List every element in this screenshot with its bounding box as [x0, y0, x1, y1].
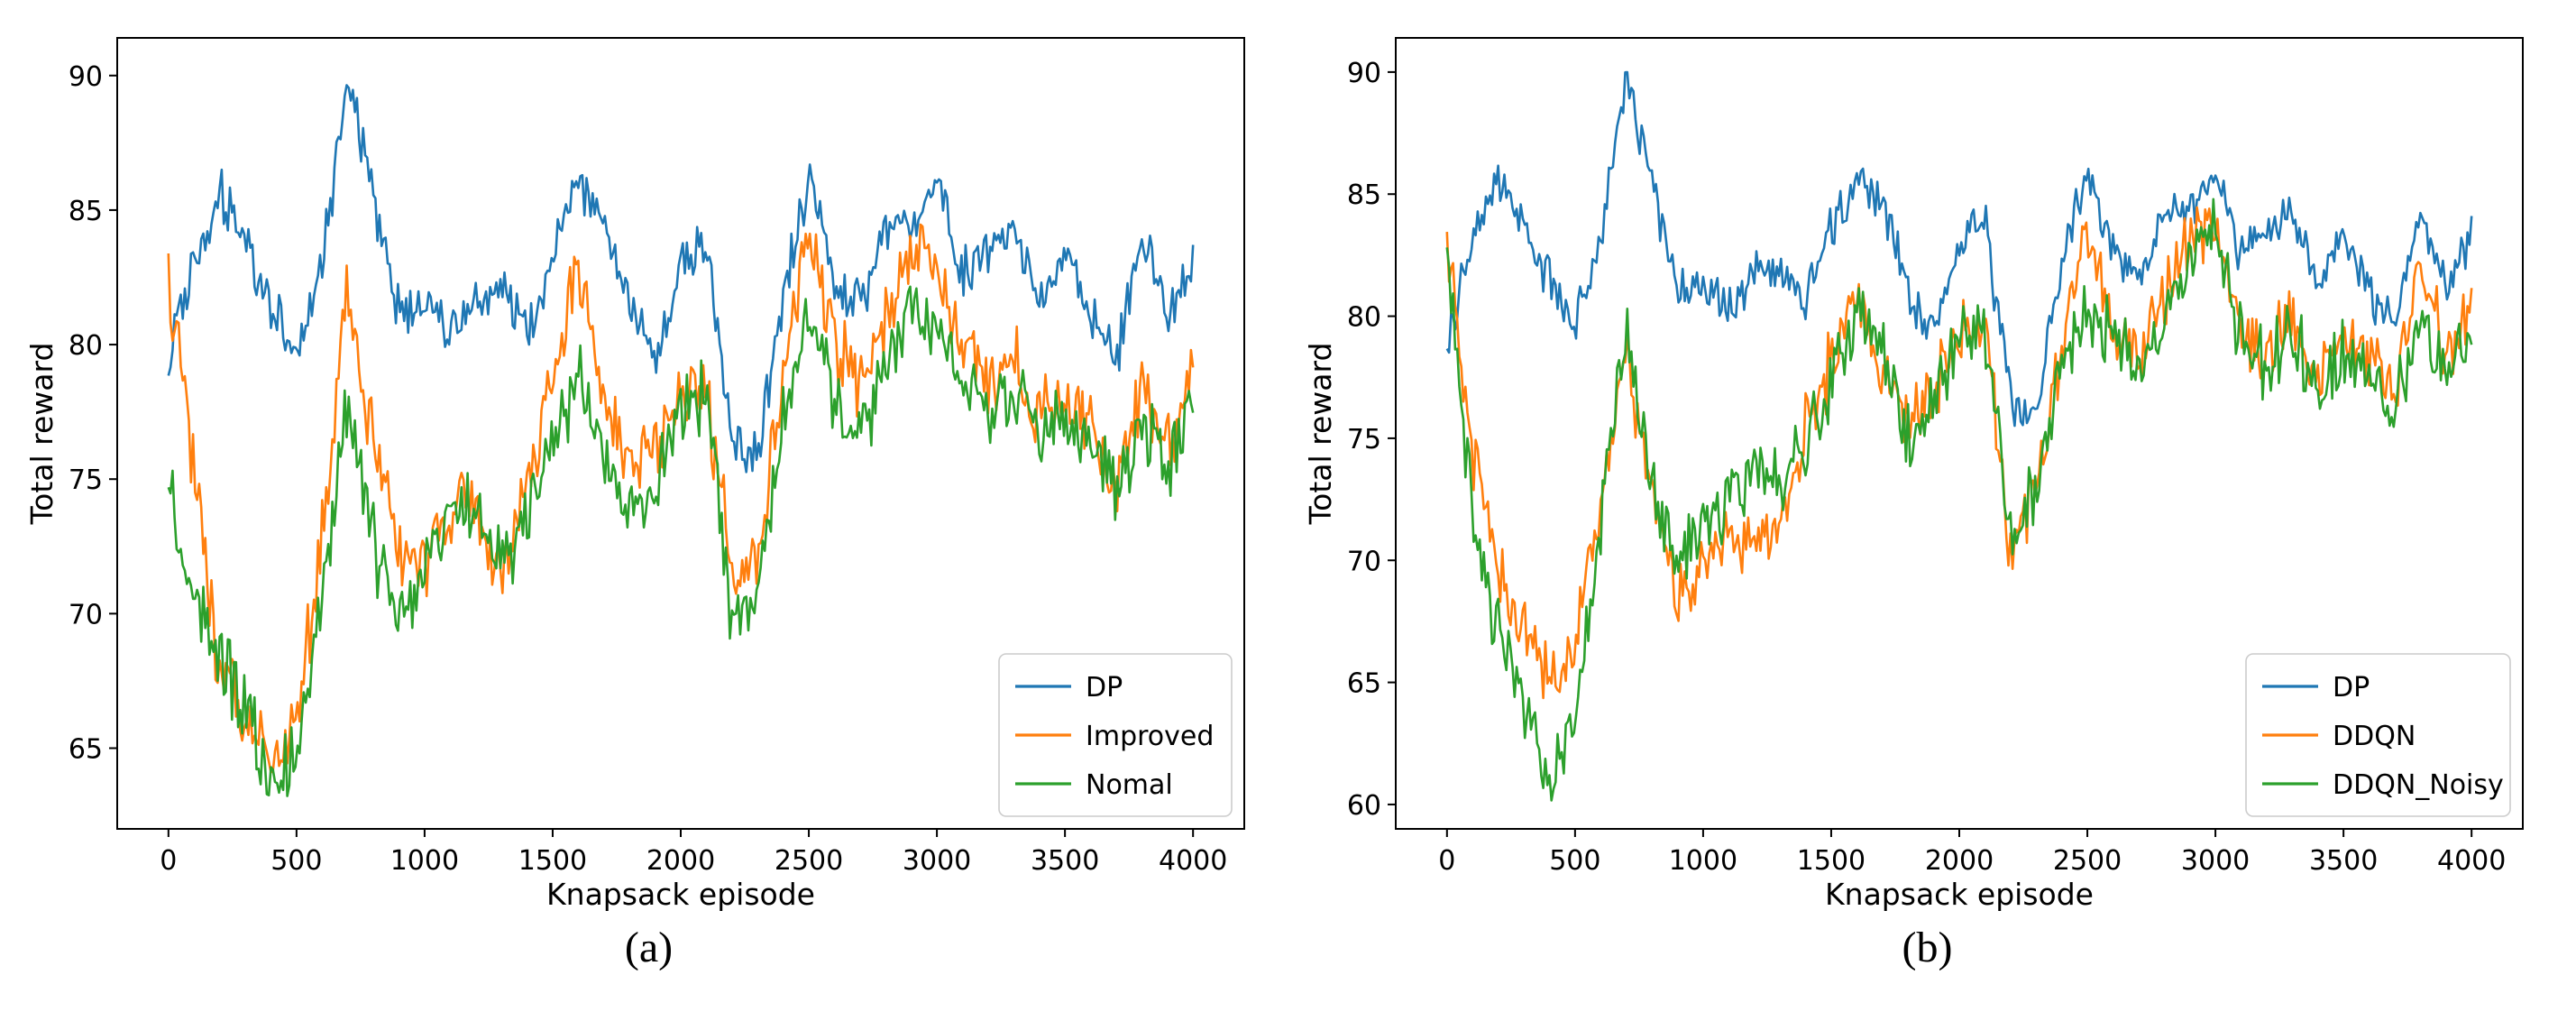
x-tick-label: 1500	[1796, 845, 1865, 877]
panel-a-caption: (a)	[624, 924, 674, 971]
x-tick-label: 3500	[1030, 845, 1098, 877]
x-tick-label: 2500	[774, 845, 842, 877]
x-tick-label: 2500	[2052, 845, 2121, 877]
y-axis-label: Total reward	[27, 343, 60, 526]
y-tick-label: 65	[68, 734, 102, 766]
legend-label-DDQN_Noisy: DDQN_Noisy	[2333, 769, 2504, 801]
series-line-DP	[1445, 70, 2472, 428]
y-tick-label: 80	[68, 330, 102, 362]
y-tick-label: 80	[1346, 302, 1380, 334]
x-tick-label: 4000	[1159, 845, 1227, 877]
line-chart-panel-a: 0 500 1000 1500 2000 2500 3000 3500 4000 65 70 75 80…	[27, 37, 1245, 912]
panel-b: 0 500 1000 1500 2000 2500 3000 3500 4000 60 65 70 75…	[1288, 13, 2567, 972]
y-tick-label: 85	[1346, 179, 1380, 211]
legend-box	[2244, 653, 2511, 817]
legend-label-Improved: Improved	[1086, 721, 1214, 752]
series-line-DP	[167, 84, 1194, 474]
y-tick-label: 60	[1346, 790, 1380, 822]
legend-label-DP: DP	[2333, 672, 2370, 704]
series-line-Nomal	[167, 285, 1194, 797]
x-tick-label: 0	[160, 845, 177, 877]
x-tick-label: 2000	[646, 845, 714, 877]
y-tick-label: 70	[68, 599, 102, 630]
y-tick-label: 75	[1346, 424, 1380, 455]
y-tick-label: 85	[68, 196, 102, 227]
y-tick-label: 90	[1346, 58, 1380, 89]
y-tick-label: 90	[68, 61, 102, 93]
x-tick-label: 2000	[1924, 845, 1993, 877]
x-tick-label: 1000	[1668, 845, 1737, 877]
y-axis-label: Total reward	[1306, 343, 1338, 526]
x-tick-label: 500	[1549, 845, 1600, 877]
x-tick-label: 3000	[2180, 845, 2249, 877]
x-tick-label: 3500	[2308, 845, 2377, 877]
x-axis-label: Knapsack episode	[1825, 877, 2094, 912]
legend-label-DDQN: DDQN	[2333, 721, 2416, 752]
panel-a: 0 500 1000 1500 2000 2500 3000 3500 4000 65 70 75 80…	[10, 13, 1288, 972]
y-tick-label: 70	[1346, 546, 1380, 577]
x-tick-label: 1000	[390, 845, 458, 877]
x-tick-label: 3000	[902, 845, 970, 877]
x-tick-label: 0	[1438, 845, 1455, 877]
legend-label-DP: DP	[1086, 672, 1123, 704]
y-tick-label: 75	[68, 465, 102, 496]
x-tick-label: 1500	[518, 845, 586, 877]
x-tick-label: 500	[270, 845, 322, 877]
series-line-DDQN_Noisy	[1445, 198, 2472, 802]
legend-box	[997, 653, 1233, 817]
y-tick-label: 65	[1346, 668, 1380, 700]
legend-label-Nomal: Nomal	[1086, 769, 1173, 801]
panel-b-caption: (b)	[1902, 924, 1953, 971]
x-tick-label: 4000	[2437, 845, 2506, 877]
line-chart-panel-b: 0 500 1000 1500 2000 2500 3000 3500 4000 60 65 70 75…	[1306, 37, 2524, 912]
series-line-DDQN	[1445, 206, 2472, 700]
x-axis-label: Knapsack episode	[546, 877, 815, 912]
